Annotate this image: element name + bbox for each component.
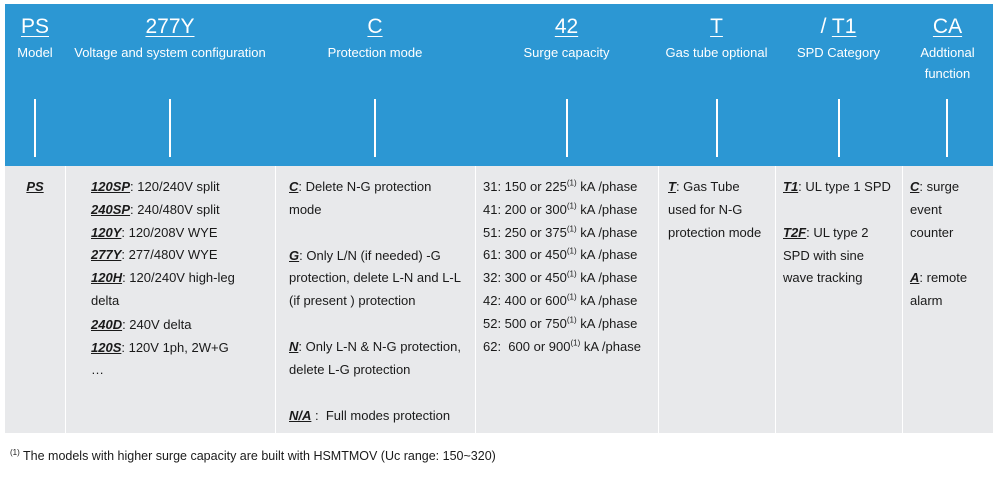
surge-row: 32: 300 or 450(1) kA /phase: [483, 269, 638, 286]
voltage-option: 240SP: 240/480V split: [91, 201, 220, 217]
voltage-option: 120SP: 120/240V split: [91, 179, 220, 194]
column-separator: [902, 166, 903, 433]
protection-option: G: Only L/N (if needed) -G: [289, 247, 441, 263]
surge-row: 62: 600 or 900(1) kA /phase: [483, 338, 641, 354]
category-option: T2F: UL type 2: [783, 224, 869, 240]
footnote: (1) The models with higher surge capacit…: [10, 447, 496, 463]
protection-label: Protection mode: [327, 45, 423, 60]
gastube-code: T: [710, 15, 723, 38]
model-option-code: PS: [26, 179, 44, 194]
category-code-prefix: /: [820, 15, 832, 38]
protection-option: N/A : Full modes protection: [289, 407, 451, 423]
voltage-option: 120S: 120V 1ph, 2W+G: [91, 339, 229, 355]
voltage-option: 120Y: 120/208V WYE: [91, 224, 218, 240]
surge-row: 52: 500 or 750(1) kA /phase: [483, 315, 638, 331]
model-label: Model: [17, 45, 53, 60]
category-column: T1: UL type 1 SPD T2F: UL type 2 SPD wit…: [783, 176, 902, 290]
surge-row: 31: 150 or 225(1) kA /phase: [483, 178, 638, 194]
column-separator: [775, 166, 776, 433]
category-option: T1: UL type 1 SPD: [783, 179, 891, 194]
voltage-option: 120H: 120/240V high-leg: [91, 270, 235, 286]
surge-row: 61: 300 or 450(1) kA /phase: [483, 247, 638, 263]
header-band: PS Model 277Y Voltage and system configu…: [5, 4, 993, 166]
surge-code: 42: [554, 15, 579, 38]
surge-row: 51: 250 or 375(1) kA /phase: [483, 224, 638, 240]
surge-row: 41: 200 or 300(1) kA /phase: [483, 201, 638, 217]
protection-column: C: Delete N-G protection mode G: Only L/…: [289, 176, 475, 427]
column-separator: [275, 166, 276, 433]
header-divider-line: [374, 99, 376, 157]
category-label: SPD Category: [796, 45, 881, 60]
gastube-column: T: Gas Tube used for N-G protection mode: [668, 176, 775, 244]
voltage-option-continued: delta: [91, 292, 120, 308]
column-separator: [658, 166, 659, 433]
additional-option: A: remote: [910, 270, 968, 286]
column-separator: [475, 166, 476, 433]
model-code: PS: [20, 15, 49, 38]
voltage-ellipsis: …: [91, 362, 104, 378]
model-column: PS: [5, 176, 65, 199]
protection-option: C: Delete N-G protection: [289, 179, 432, 194]
category-code: T1: [831, 15, 857, 38]
protection-code: C: [367, 15, 383, 38]
footnote-text: The models with higher surge capacity ar…: [19, 449, 496, 463]
voltage-label: Voltage and system configuration: [74, 45, 266, 60]
surge-label: Surge capacity: [523, 45, 610, 60]
surge-column: 31: 150 or 225(1) kA /phase 41: 200 or 3…: [483, 176, 658, 358]
gastube-label: Gas tube optional: [665, 45, 768, 60]
column-separator: [65, 166, 66, 433]
header-divider-line: [566, 99, 568, 157]
header-divider-line: [34, 99, 36, 157]
additional-code: CA: [932, 15, 963, 38]
additional-label: Addtional function: [920, 45, 975, 81]
additional-option: C: surge: [910, 179, 960, 194]
additional-column: C: surge event counter A: remote alarm: [910, 176, 993, 313]
gastube-option: T: Gas Tube: [668, 179, 740, 194]
header-divider-line: [169, 99, 171, 157]
options-table: PS 120SP: 120/240V split 240SP: 240/480V…: [5, 166, 993, 433]
voltage-option: 277Y: 277/480V WYE: [91, 247, 218, 263]
protection-option: N: Only L-N & N-G protection,: [289, 338, 461, 354]
voltage-code: 277Y: [145, 15, 195, 38]
header-divider-line: [716, 99, 718, 157]
footnote-marker: (1): [10, 447, 20, 457]
surge-row: 42: 400 or 600(1) kA /phase: [483, 292, 638, 308]
voltage-column: 120SP: 120/240V split 240SP: 240/480V sp…: [91, 176, 273, 382]
header-divider-line: [946, 99, 948, 157]
voltage-option: 240D: 240V delta: [91, 316, 192, 332]
header-divider-line: [838, 99, 840, 157]
